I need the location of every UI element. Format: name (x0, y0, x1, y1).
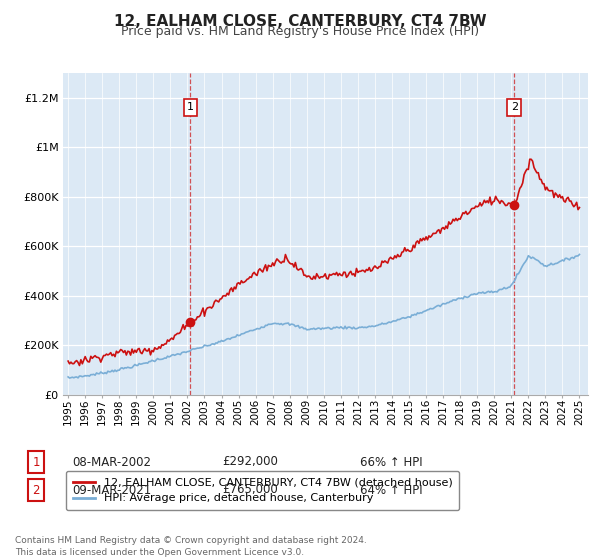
Text: 2: 2 (511, 102, 518, 113)
Text: £765,000: £765,000 (222, 483, 278, 497)
Text: 66% ↑ HPI: 66% ↑ HPI (360, 455, 422, 469)
Text: 2: 2 (32, 483, 40, 497)
Text: 12, EALHAM CLOSE, CANTERBURY, CT4 7BW: 12, EALHAM CLOSE, CANTERBURY, CT4 7BW (113, 14, 487, 29)
Text: 09-MAR-2021: 09-MAR-2021 (72, 483, 151, 497)
Text: 64% ↑ HPI: 64% ↑ HPI (360, 483, 422, 497)
Text: 1: 1 (187, 102, 194, 113)
Legend: 12, EALHAM CLOSE, CANTERBURY, CT4 7BW (detached house), HPI: Average price, deta: 12, EALHAM CLOSE, CANTERBURY, CT4 7BW (d… (66, 471, 459, 510)
Text: 1: 1 (32, 455, 40, 469)
Text: Contains HM Land Registry data © Crown copyright and database right 2024.
This d: Contains HM Land Registry data © Crown c… (15, 536, 367, 557)
Text: Price paid vs. HM Land Registry's House Price Index (HPI): Price paid vs. HM Land Registry's House … (121, 25, 479, 38)
Text: £292,000: £292,000 (222, 455, 278, 469)
Text: 08-MAR-2002: 08-MAR-2002 (72, 455, 151, 469)
